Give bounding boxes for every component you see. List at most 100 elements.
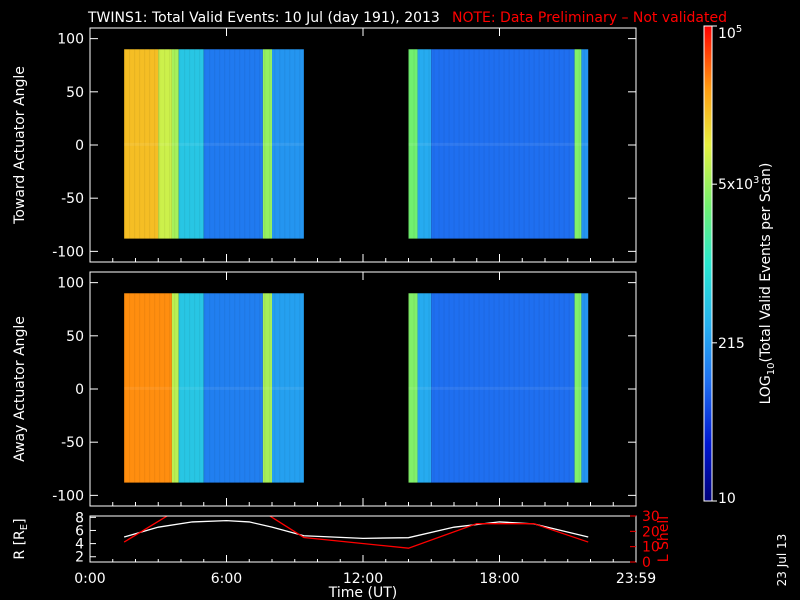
heatmap-streak [513, 49, 515, 239]
heatmap-streak [274, 293, 276, 483]
toward-axes: -100 -50 0 50 100 [52, 27, 637, 263]
heatmap-streak [204, 293, 206, 483]
heatmap-streak [124, 293, 126, 483]
heatmap-streak [184, 49, 186, 239]
ytick-label: -100 [52, 244, 84, 260]
heatmap-streak [553, 293, 555, 483]
heatmap-streak [463, 293, 465, 483]
heatmap-streak [229, 49, 231, 239]
heatmap-streak [478, 49, 480, 239]
heatmap-streak [149, 49, 151, 239]
heatmap-streak [433, 293, 435, 483]
heatmap-streak [523, 293, 525, 483]
heatmap-column [417, 49, 432, 239]
heatmap-streak [254, 49, 256, 239]
heatmap-streak [468, 293, 470, 483]
heatmap-streak [244, 49, 246, 239]
ytick-label: 50 [66, 329, 84, 345]
heatmap-streak [488, 293, 490, 483]
heatmap-streak [413, 293, 415, 483]
heatmap-streak [214, 49, 216, 239]
heatmap-column [178, 293, 204, 483]
colorbar-gradient [703, 25, 713, 502]
heatmap-streak [189, 293, 191, 483]
heatmap-streak [498, 293, 500, 483]
heatmap-streak [219, 293, 221, 483]
heatmap-streak [164, 293, 166, 483]
heatmap-streak [224, 49, 226, 239]
heatmap-streak [518, 49, 520, 239]
heatmap-column [203, 293, 263, 483]
heatmap-streak [194, 293, 196, 483]
lshell-series-line [123, 516, 589, 549]
heatmap-streak [453, 293, 455, 483]
heatmap-column [417, 293, 432, 483]
heatmap-streak [239, 293, 241, 483]
heatmap-streak [179, 49, 181, 239]
heatmap-streak [159, 293, 161, 483]
heatmap-streak [548, 293, 550, 483]
heatmap-streak [134, 293, 136, 483]
heatmap-streak [473, 49, 475, 239]
zero-band [408, 142, 589, 146]
heatmap-streak [259, 293, 261, 483]
heatmap-streak [493, 49, 495, 239]
heatmap-streak [204, 49, 206, 239]
heatmap-streak [214, 293, 216, 483]
date-stamp: 23 Jul 13 [775, 534, 789, 587]
ytick-label: 0 [75, 382, 84, 398]
heatmap-streak [418, 293, 420, 483]
xtick-label: 12:00 [343, 571, 383, 587]
heatmap-column [408, 293, 418, 483]
heatmap-streak [169, 293, 171, 483]
lshell-axis-label: L Shell [656, 516, 672, 562]
colorbar-tick-label: 105 [718, 24, 742, 42]
heatmap-streak [408, 49, 410, 239]
zero-band [408, 386, 589, 390]
heatmap-streak [274, 49, 276, 239]
heatmap-streak [503, 49, 505, 239]
heatmap-streak [299, 293, 301, 483]
heatmap-streak [149, 293, 151, 483]
ytick-left-label: 6 [75, 523, 84, 539]
heatmap-streak [458, 293, 460, 483]
away-heatmap [124, 293, 589, 483]
heatmap-streak [279, 293, 281, 483]
heatmap-streak [179, 293, 181, 483]
heatmap-streak [254, 293, 256, 483]
colorbar-ticks: 10 215 5x103 105 [712, 24, 759, 507]
xtick-label: 6:00 [211, 571, 242, 587]
heatmap-streak [508, 49, 510, 239]
heatmap-streak [284, 49, 286, 239]
heatmap-streak [428, 293, 430, 483]
heatmap-column [178, 49, 204, 239]
heatmap-streak [443, 293, 445, 483]
zero-band [124, 386, 304, 390]
heatmap-streak [234, 293, 236, 483]
heatmap-streak [244, 293, 246, 483]
heatmap-streak [428, 49, 430, 239]
heatmap-streak [229, 293, 231, 483]
heatmap-streak [483, 49, 485, 239]
heatmap-streak [583, 293, 585, 483]
heatmap-streak [438, 49, 440, 239]
heatmap-column [431, 49, 575, 239]
heatmap-streak [458, 49, 460, 239]
heatmap-streak [453, 49, 455, 239]
heatmap-streak [543, 49, 545, 239]
heatmap-column [171, 293, 179, 483]
heatmap-streak [269, 49, 271, 239]
ytick-left-label: 8 [75, 510, 84, 526]
heatmap-streak [423, 293, 425, 483]
heatmap-streak [538, 293, 540, 483]
heatmap-streak [528, 293, 530, 483]
r-axis-label: R [RE] [12, 518, 30, 559]
heatmap-column [272, 293, 304, 483]
heatmap-column [203, 49, 263, 239]
ytick-label: 0 [75, 138, 84, 154]
heatmap-streak [294, 49, 296, 239]
ytick-label: 100 [57, 32, 84, 48]
